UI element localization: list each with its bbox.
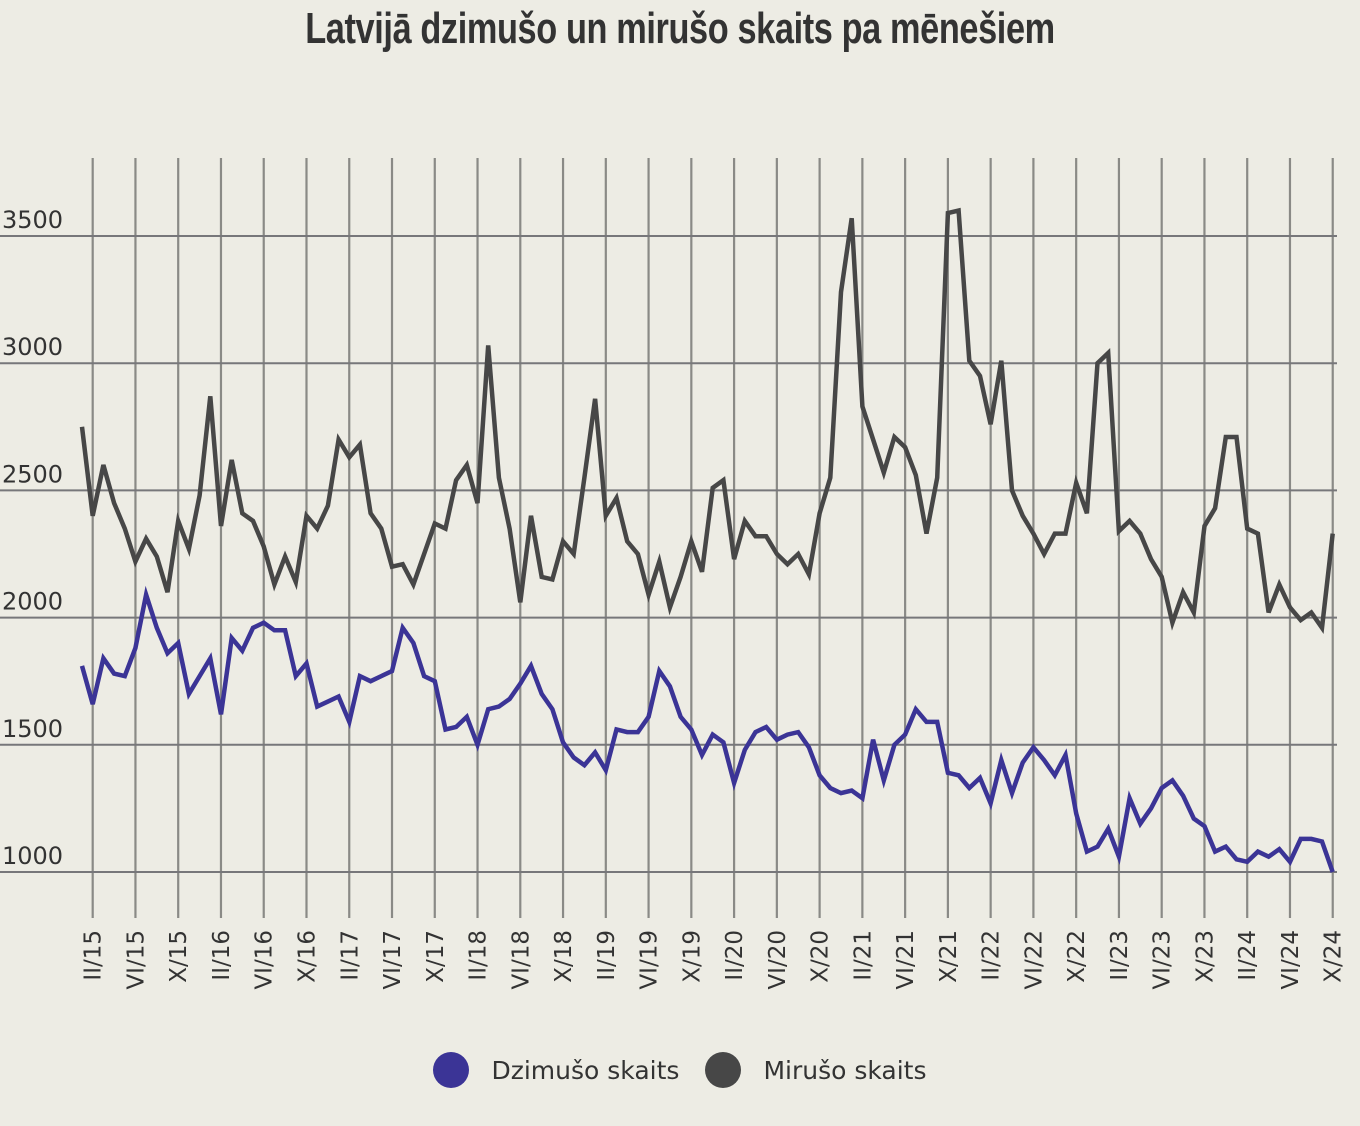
x-tick-label: VI/24: [1278, 930, 1304, 990]
legend-dot-icon: [433, 1052, 470, 1088]
x-tick-label: II/15: [81, 930, 107, 981]
y-tick-label: 2500: [2, 460, 63, 488]
x-tick-label: X/15: [166, 930, 192, 983]
x-tick-label: VI/18: [508, 930, 534, 990]
x-tick-label: X/23: [1192, 930, 1218, 983]
x-tick-label: VI/15: [123, 930, 149, 990]
legend-dot-icon: [705, 1052, 742, 1088]
x-tick-label: VI/19: [637, 930, 663, 990]
vertical-gridlines: [91, 158, 1334, 918]
x-tick-label: VI/20: [765, 930, 791, 990]
y-tick-label: 3000: [2, 333, 63, 361]
y-axis-ticks: 1000 1500 2000 2500 3000 3500: [2, 206, 63, 870]
x-tick-label: X/21: [936, 930, 962, 983]
x-tick-label: II/19: [594, 930, 620, 981]
legend-label: Mirušo skaits: [763, 1055, 927, 1085]
x-tick-label: II/21: [850, 930, 876, 981]
y-tick-label: 1000: [2, 842, 63, 870]
x-tick-label: X/20: [808, 930, 834, 983]
x-tick-label: II/23: [1107, 930, 1133, 981]
x-axis-ticks: II/15 VI/15 X/15 II/16 VI/16 X/16 II/17 VI/17 X/…: [81, 930, 1347, 990]
legend-item-births[interactable]: Dzimušo skaits: [433, 1052, 679, 1088]
x-tick-label: VI/17: [380, 930, 406, 990]
x-tick-label: II/20: [722, 930, 748, 981]
legend-item-deaths[interactable]: Mirušo skaits: [705, 1052, 927, 1088]
x-tick-label: X/24: [1321, 930, 1347, 983]
horizontal-gridlines: [0, 235, 1337, 873]
x-tick-label: II/16: [209, 930, 235, 981]
x-tick-label: II/17: [337, 930, 363, 981]
series-lines: [79, 207, 1335, 873]
x-tick-label: II/18: [466, 930, 492, 981]
x-tick-label: X/18: [551, 930, 577, 983]
x-tick-label: VI/16: [252, 930, 278, 990]
y-tick-label: 3500: [2, 206, 63, 234]
legend: Dzimušo skaits Mirušo skaits: [0, 1052, 1360, 1088]
x-tick-label: X/17: [423, 930, 449, 983]
legend-label: Dzimušo skaits: [491, 1055, 680, 1085]
y-tick-label: 1500: [2, 715, 63, 743]
x-tick-label: VI/21: [893, 930, 919, 990]
births-line: [79, 585, 1335, 873]
x-tick-label: VI/22: [1021, 930, 1047, 990]
chart-title: Latvijā dzimušo un mirušo skaits pa mēne…: [305, 4, 1055, 53]
x-tick-label: X/22: [1064, 930, 1090, 983]
deaths-line: [79, 207, 1335, 634]
x-tick-label: II/24: [1235, 930, 1261, 981]
y-tick-label: 2000: [2, 588, 63, 616]
x-tick-label: VI/23: [1150, 930, 1176, 990]
x-tick-label: II/22: [979, 930, 1005, 981]
x-tick-label: X/19: [679, 930, 705, 983]
x-tick-label: X/16: [294, 930, 320, 983]
